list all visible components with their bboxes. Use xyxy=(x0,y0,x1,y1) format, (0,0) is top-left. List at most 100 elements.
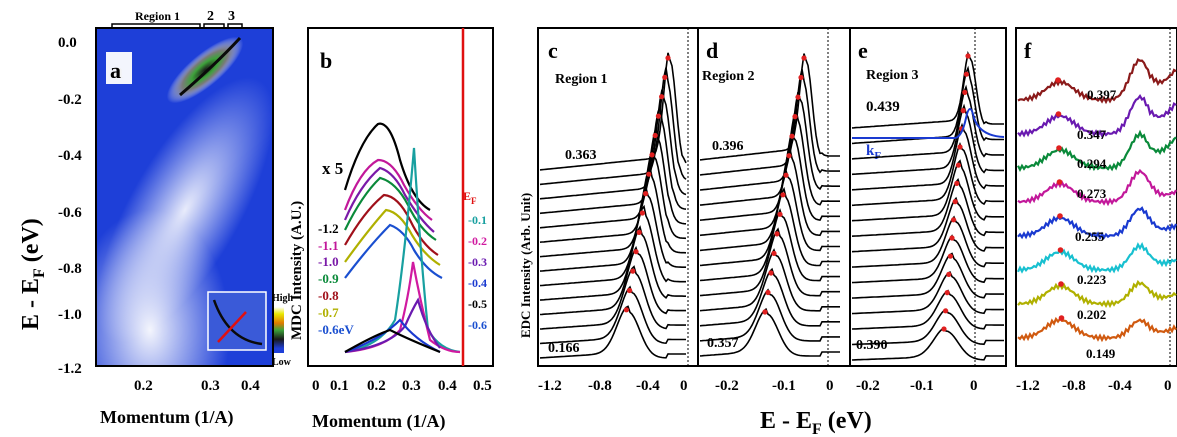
peak-marker xyxy=(957,144,963,150)
panel-c-bottom-label: 0.166 xyxy=(548,341,580,356)
panel-a: a a Region 1 2 3 0.0 -0.2 -0.4 -0.6 -0.8… xyxy=(18,9,294,428)
svg-text:0.3: 0.3 xyxy=(201,378,220,394)
svg-text:-0.9: -0.9 xyxy=(318,271,339,286)
panel-c-letter: c xyxy=(548,38,558,63)
peak-marker xyxy=(1057,247,1064,253)
peak-marker xyxy=(954,180,960,186)
peak-marker xyxy=(789,133,795,139)
peak-marker xyxy=(1055,77,1061,83)
edc-curve xyxy=(699,108,840,206)
panel-d-letter: d xyxy=(706,38,718,63)
colorbar-low-label: Low xyxy=(272,357,292,368)
edc-f-curves xyxy=(1017,58,1177,343)
panel-b-ylabel: MDC Intensity (A.U.) xyxy=(289,201,305,340)
panel-c-top-label: 0.363 xyxy=(565,148,597,163)
svg-text:-0.8: -0.8 xyxy=(318,288,339,303)
svg-text:-0.2: -0.2 xyxy=(58,92,82,108)
peak-marker xyxy=(1056,145,1062,151)
colorbar-high-label: High xyxy=(272,293,294,304)
peak-marker xyxy=(941,326,947,332)
edc-curve xyxy=(539,52,687,171)
panel-a-band-line xyxy=(179,36,242,97)
panel-e-letter: e xyxy=(858,38,868,63)
edc-curve xyxy=(539,245,686,316)
edc-curve xyxy=(539,305,686,359)
panel-d-region: Region 2 xyxy=(702,69,755,84)
edc-curve xyxy=(851,215,1004,268)
edc-curve xyxy=(699,91,840,191)
edc-curve xyxy=(539,89,687,200)
svg-text:0.1: 0.1 xyxy=(330,378,349,394)
panel-f-xticks: -1.2 -0.8 -0.4 0 xyxy=(1016,378,1172,394)
svg-text:-0.4: -0.4 xyxy=(468,276,487,290)
edc-curve xyxy=(851,308,1004,346)
peak-marker xyxy=(633,249,639,255)
peak-marker xyxy=(665,55,671,61)
region-2-label: 2 xyxy=(207,9,214,24)
svg-text:-1.2: -1.2 xyxy=(318,221,339,236)
svg-text:-0.2: -0.2 xyxy=(468,234,487,248)
peak-marker xyxy=(955,162,962,168)
panel-b: b MDC Intensity (A.U.) x 5 -1.2 -1.1 -1.… xyxy=(289,27,494,432)
peak-marker xyxy=(771,250,777,256)
peak-marker xyxy=(949,235,955,241)
peak-marker xyxy=(946,271,952,277)
edc-curve xyxy=(851,177,1004,237)
svg-text:0.223: 0.223 xyxy=(1077,272,1107,287)
edc-curve xyxy=(851,326,1004,361)
svg-text:0.3: 0.3 xyxy=(402,378,421,394)
svg-text:0.347: 0.347 xyxy=(1077,127,1107,142)
peak-marker xyxy=(762,309,768,315)
svg-text:-0.6: -0.6 xyxy=(58,205,82,221)
peak-marker xyxy=(962,89,968,95)
panel-e-region: Region 3 xyxy=(866,68,919,83)
svg-text:0.4: 0.4 xyxy=(438,378,457,394)
svg-text:-0.3: -0.3 xyxy=(468,255,487,269)
peak-marker xyxy=(765,289,771,296)
svg-text:EDC Intensity (Arb. Unit): EDC Intensity (Arb. Unit) xyxy=(518,193,533,338)
panel-d-xticks: -0.2 -0.1 0 xyxy=(715,378,834,394)
panel-e-kf-label: kF xyxy=(866,143,881,162)
peak-marker xyxy=(944,290,950,296)
edc-curve xyxy=(851,252,1004,299)
edc-curve xyxy=(699,146,840,237)
edc-curve xyxy=(851,159,1004,222)
svg-text:0.202: 0.202 xyxy=(1077,307,1106,322)
edc-f-curve xyxy=(1017,316,1177,343)
svg-text:0: 0 xyxy=(826,378,834,394)
peak-marker xyxy=(951,217,957,223)
svg-text:0: 0 xyxy=(680,378,688,394)
edc-curve xyxy=(699,208,840,282)
edc-curve xyxy=(699,248,840,312)
panel-f-letter: f xyxy=(1024,38,1032,63)
panel-a-yticks: 0.0 -0.2 -0.4 -0.6 -0.8 -1.0 -1.2 xyxy=(58,35,82,377)
edc-f-curve xyxy=(1017,206,1177,241)
edc-f-curve xyxy=(1017,58,1177,105)
peak-marker xyxy=(649,152,655,158)
edc-f-curve xyxy=(1017,93,1177,138)
peak-marker xyxy=(774,231,780,237)
panel-e-bottom-label: 0.390 xyxy=(856,338,888,353)
panel-a-ylabel: E - EF (eV) xyxy=(18,218,48,330)
panel-b-right-labels: EF -0.1 -0.2 -0.3 -0.4 -0.5 -0.6 xyxy=(463,189,487,332)
edc-curve xyxy=(851,234,1004,284)
svg-text:-1.2: -1.2 xyxy=(538,378,562,394)
panel-a-glow-2 xyxy=(96,77,273,343)
svg-text:0.397: 0.397 xyxy=(1087,87,1117,102)
svg-text:-0.8: -0.8 xyxy=(58,261,82,277)
mdc-curves xyxy=(343,28,465,366)
edc-curve xyxy=(699,307,840,357)
svg-text:-0.2: -0.2 xyxy=(856,378,880,394)
region-3-label: 3 xyxy=(228,9,235,24)
edc-curve xyxy=(539,164,687,258)
panel-b-xticks: 0 0.1 0.2 0.3 0.4 0.5 xyxy=(312,378,492,394)
edc-f-curve xyxy=(1017,129,1177,172)
svg-text:0: 0 xyxy=(312,378,320,394)
svg-text:-0.4: -0.4 xyxy=(636,378,660,394)
edc-curve xyxy=(851,141,1004,207)
svg-text:0.255: 0.255 xyxy=(1075,229,1105,244)
svg-text:-0.1: -0.1 xyxy=(468,213,487,227)
svg-text:-0.8: -0.8 xyxy=(1062,378,1086,394)
svg-text:-1.0: -1.0 xyxy=(58,307,82,323)
